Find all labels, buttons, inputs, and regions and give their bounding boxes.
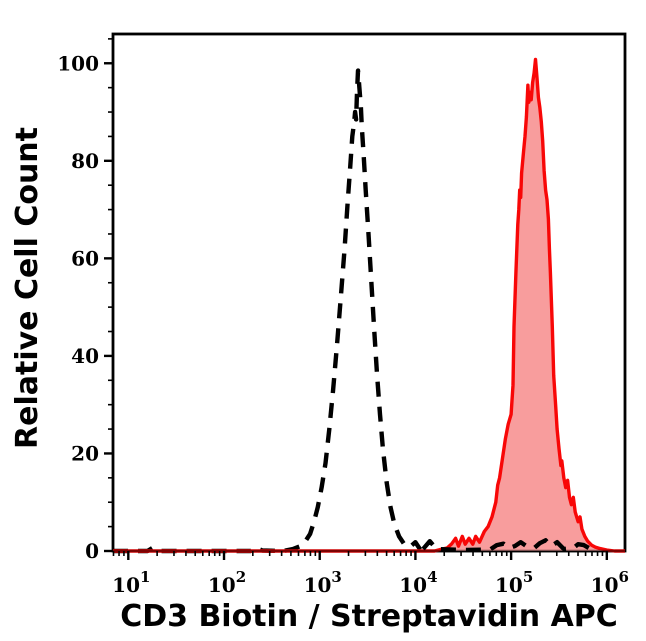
y-tick-label: 40 [71,344,99,368]
y-tick-label: 100 [57,51,99,75]
x-tick-label: 105 [495,568,533,597]
y-tick-label: 80 [71,149,99,173]
x-tick-label: 104 [399,568,437,597]
x-tick-label: 101 [112,568,150,597]
series-path-2 [421,538,592,553]
series-red-stained [113,57,625,553]
axis-ticks [104,38,609,560]
x-tick-label: 102 [208,568,246,597]
y-tick-label: 60 [71,246,99,270]
y-tick-label: 0 [85,539,99,563]
y-tick-label: 20 [71,441,99,465]
series-dashed-control-tail [421,538,592,553]
series-path-1 [113,57,625,553]
series-path-0 [113,68,423,554]
x-tick-label: 103 [304,568,342,597]
axis-tick-labels: 0 20 40 60 80 100 101 102 103 104 105 106 [57,51,629,597]
x-axis-title: CD3 Biotin / Streptavidin APC [120,599,618,634]
series-dashed-control [113,68,423,554]
x-tick-label: 106 [591,568,629,597]
y-axis-title: Relative Cell Count [10,127,45,449]
